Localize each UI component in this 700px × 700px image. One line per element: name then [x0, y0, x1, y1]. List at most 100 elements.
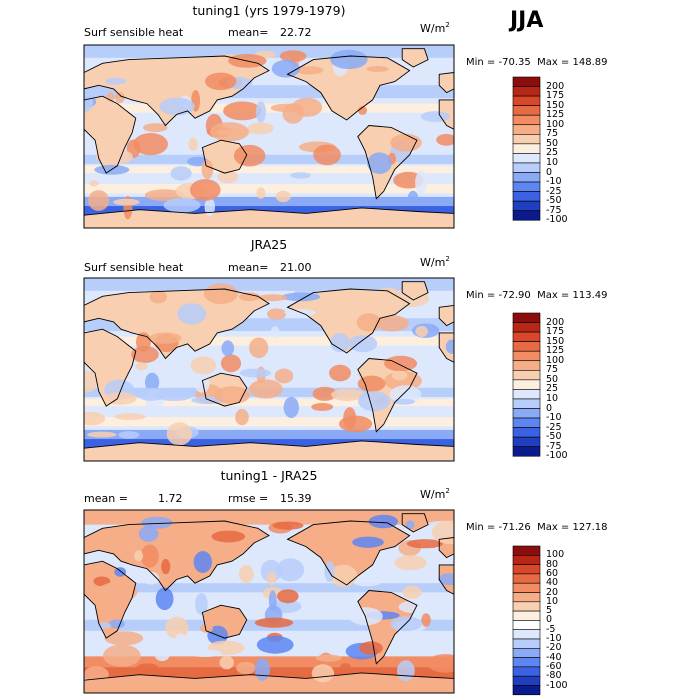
field-blob	[209, 122, 249, 142]
colorbar-swatch	[512, 436, 541, 447]
field-blob	[249, 337, 269, 359]
colorbar-swatch	[512, 331, 541, 342]
colorbar-1	[512, 76, 541, 221]
field-blob	[199, 624, 214, 633]
colorbar-swatch	[512, 181, 541, 192]
field-blob	[223, 101, 262, 121]
colorbar-tick-label: -10	[546, 412, 562, 424]
land-field	[84, 672, 454, 693]
panel2-mean-label: mean=	[228, 261, 269, 274]
colorbar-tick-label: 80	[546, 558, 559, 570]
colorbar-tick-label: 10	[546, 156, 559, 168]
field-band	[84, 154, 454, 164]
colorbar-tick-label: 75	[546, 128, 559, 140]
panel3-rmse-label: rmse =	[228, 492, 269, 505]
colorbar-tick-label: -25	[546, 185, 562, 197]
panel3-max: Max = 127.18	[537, 522, 608, 533]
coastline	[357, 125, 418, 200]
field-blob	[235, 408, 249, 426]
field-blob	[195, 593, 208, 615]
field-blob	[95, 148, 133, 165]
colorbar-tick-label: -50	[546, 431, 562, 443]
panel3-min: Min = -71.26	[466, 522, 531, 533]
colorbar-tick-label: 20	[546, 586, 559, 598]
field-blob	[194, 374, 210, 393]
field-blob	[138, 526, 159, 542]
field-band	[84, 184, 454, 194]
field-band	[84, 510, 454, 525]
colorbar-swatch	[512, 610, 541, 621]
colorbar-swatch	[512, 398, 541, 409]
field-blob	[174, 633, 187, 646]
map-frame	[83, 277, 455, 462]
land-field	[287, 521, 410, 585]
field-blob	[190, 179, 221, 201]
field-blob	[391, 370, 408, 381]
colorbar-swatch	[512, 76, 541, 87]
colorbar-swatch	[512, 341, 541, 352]
coastline	[84, 95, 137, 174]
colorbar-tick-label: 0	[546, 166, 553, 178]
coastline	[84, 55, 270, 127]
field-blob	[105, 77, 127, 85]
field-blob	[134, 550, 144, 562]
coastline	[201, 372, 248, 407]
field-blob	[357, 106, 368, 115]
land-field	[439, 305, 454, 326]
coastline	[84, 288, 270, 360]
colorbar-tick-label: 200	[546, 316, 565, 328]
field-blob	[445, 339, 454, 354]
colorbar-tick-label: -5	[546, 623, 556, 635]
field-blob	[427, 654, 454, 673]
land-field	[439, 72, 454, 93]
field-blob	[221, 340, 235, 357]
colorbar-tick-label: 150	[546, 335, 565, 347]
colorbar-swatch	[512, 322, 541, 333]
colorbar-swatch	[512, 657, 541, 668]
field-blob	[154, 650, 170, 662]
field-blob	[397, 660, 415, 682]
colorbar-tick-label: -10	[546, 633, 562, 644]
field-blob	[438, 573, 454, 586]
coastline	[201, 139, 248, 174]
field-blob	[220, 354, 242, 373]
field-blob	[398, 600, 428, 614]
field-band	[84, 398, 454, 407]
field-blob	[188, 649, 222, 657]
field-blob	[103, 644, 141, 667]
field-blob	[352, 577, 382, 587]
panel2-units: W/m2	[420, 255, 450, 269]
colorbar-3	[512, 545, 541, 696]
field-blob	[108, 619, 125, 629]
colorbar-tick-label: 75	[546, 364, 559, 376]
coastline	[401, 48, 429, 68]
field-blob	[177, 303, 207, 325]
coastline	[401, 513, 429, 533]
field-band	[84, 429, 454, 440]
colorbar-swatch	[512, 360, 541, 371]
field-blob	[254, 617, 294, 628]
colorbar-swatch	[512, 675, 541, 686]
field-blob	[142, 571, 160, 585]
coastline	[201, 604, 248, 639]
field-blob	[213, 386, 251, 404]
coastline	[84, 520, 270, 592]
colorbar-tick-label: -25	[546, 421, 562, 433]
land-field	[84, 440, 454, 461]
colorbar-swatch	[512, 554, 541, 565]
panel1-units: W/m2	[420, 21, 450, 35]
coastline	[438, 537, 454, 559]
field-blob	[315, 654, 342, 662]
field-blob	[143, 123, 168, 133]
colorbar-swatch	[512, 379, 541, 390]
field-blob	[166, 422, 193, 446]
land-field	[202, 140, 247, 174]
field-blob	[114, 567, 127, 577]
panel3-minmax: Min = -71.26 Max = 127.18	[466, 522, 607, 533]
field-blob	[421, 613, 431, 627]
field-blob	[255, 101, 266, 123]
field-blob	[201, 159, 214, 180]
coastline	[84, 672, 454, 693]
field-blob	[390, 616, 423, 632]
